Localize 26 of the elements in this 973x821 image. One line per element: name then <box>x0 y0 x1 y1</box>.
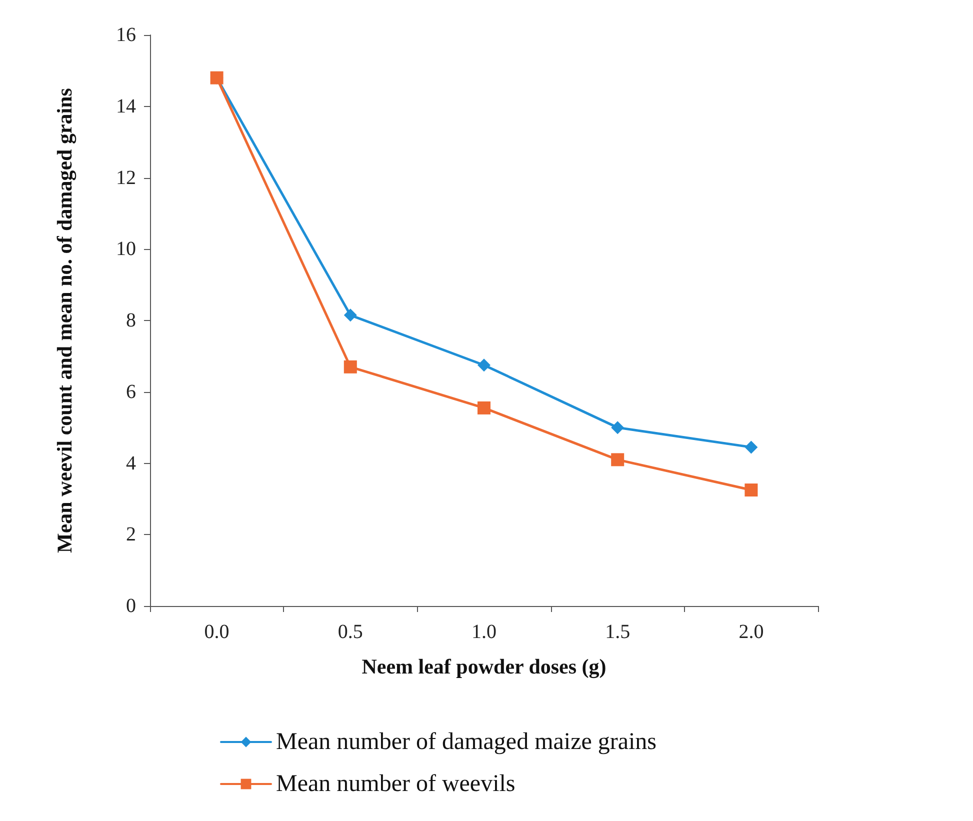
x-tick-label: 0.5 <box>338 621 363 643</box>
point <box>611 453 624 466</box>
y-tick-label: 8 <box>126 310 136 332</box>
point <box>744 440 758 454</box>
y-tick-label: 4 <box>126 452 136 474</box>
point <box>478 401 490 414</box>
x-tick-label: 0.0 <box>204 621 230 643</box>
y-tick-label: 14 <box>116 95 136 118</box>
legend-label: Mean number of damaged maize grains <box>276 729 657 755</box>
y-tick-label: 6 <box>126 380 136 403</box>
point <box>478 358 490 372</box>
x-tick-label: 1.0 <box>472 621 496 643</box>
point <box>611 421 624 434</box>
y-tick-label: 12 <box>116 166 136 189</box>
y-tick-label: 10 <box>116 238 136 260</box>
point <box>344 308 357 322</box>
y-tick-label: 0 <box>126 595 136 617</box>
y-tick-label: 16 <box>116 24 136 46</box>
legend-label: Mean number of weevils <box>276 771 516 797</box>
x-tick-label: 2.0 <box>738 621 764 643</box>
point <box>744 484 758 497</box>
point <box>344 360 357 374</box>
y-axis-title: Mean weevil count and mean no. of damaged grains <box>52 88 76 553</box>
x-tick-label: 1.5 <box>605 621 630 643</box>
y-tick-label: 2 <box>126 524 136 546</box>
x-axis-title: Neem leaf powder doses (g) <box>362 654 606 678</box>
